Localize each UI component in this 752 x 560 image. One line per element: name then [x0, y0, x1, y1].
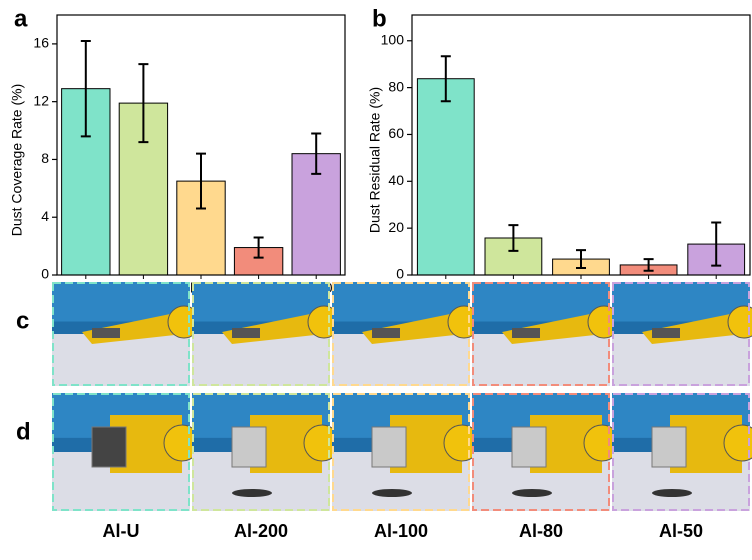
dust [232, 489, 272, 497]
photo-border [612, 393, 750, 511]
y-tick-label: 4 [41, 208, 49, 224]
photo [332, 282, 481, 386]
wheel [723, 424, 752, 462]
dust [652, 489, 692, 497]
column-label: Al-50 [659, 521, 703, 541]
photo-border [332, 393, 470, 511]
plate [652, 328, 680, 338]
photo-border [612, 282, 750, 386]
axes-frame [411, 14, 751, 276]
photo [192, 393, 341, 511]
plate [231, 426, 267, 468]
error-bar [253, 236, 264, 259]
column-label: Al-100 [374, 521, 428, 541]
wheel [727, 305, 752, 339]
plate [372, 328, 400, 338]
error-bar [508, 224, 519, 252]
y-tick-label: 20 [388, 219, 404, 235]
photo [332, 393, 481, 511]
photo-border [472, 393, 610, 511]
y-tick-label: 60 [388, 125, 404, 141]
photo [52, 393, 201, 511]
dust [512, 489, 552, 497]
photo-border [52, 282, 190, 386]
plate [92, 328, 120, 338]
plate [651, 426, 687, 468]
plate [511, 426, 547, 468]
panel-label: c [16, 307, 29, 334]
error-bar [138, 63, 149, 144]
y-axis-label: Dust Coverage Rate (%) [9, 84, 25, 237]
error-bar [576, 249, 586, 269]
photo-border [472, 282, 610, 386]
y-axis-label: Dust Residual Rate (%) [367, 87, 383, 233]
column-label: Al-200 [234, 521, 288, 541]
photo [192, 282, 341, 386]
error-bar [643, 258, 654, 272]
y-tick-label: 100 [381, 31, 405, 47]
photo-border [192, 282, 330, 386]
column-label: Al-80 [519, 521, 563, 541]
error-bar [711, 221, 722, 267]
plate [91, 426, 127, 468]
panel-label: b [372, 5, 387, 32]
y-tick-label: 80 [388, 78, 404, 94]
photo [52, 282, 201, 386]
error-bar [80, 40, 91, 138]
photo [612, 282, 752, 386]
plate [371, 426, 407, 468]
y-tick-label: 12 [33, 92, 49, 108]
error-bar [440, 55, 451, 103]
photo-border [52, 393, 190, 511]
axes-frame [56, 14, 346, 276]
plate [512, 328, 540, 338]
dust [372, 489, 412, 497]
panel-label: a [14, 5, 28, 32]
error-bar [196, 152, 206, 210]
y-tick-label: 0 [41, 266, 49, 282]
photo [472, 393, 621, 511]
panel-label: d [16, 418, 31, 445]
column-label: Al-U [103, 521, 140, 541]
photo [472, 282, 621, 386]
y-tick-label: 0 [396, 266, 404, 282]
error-bar [311, 132, 322, 175]
plate [232, 328, 260, 338]
photo-border [192, 393, 330, 511]
y-tick-label: 40 [388, 172, 404, 188]
bar [416, 78, 475, 276]
photo-border [332, 282, 470, 386]
y-tick-label: 8 [41, 150, 49, 166]
y-tick-label: 16 [33, 35, 49, 51]
photo [612, 393, 752, 511]
